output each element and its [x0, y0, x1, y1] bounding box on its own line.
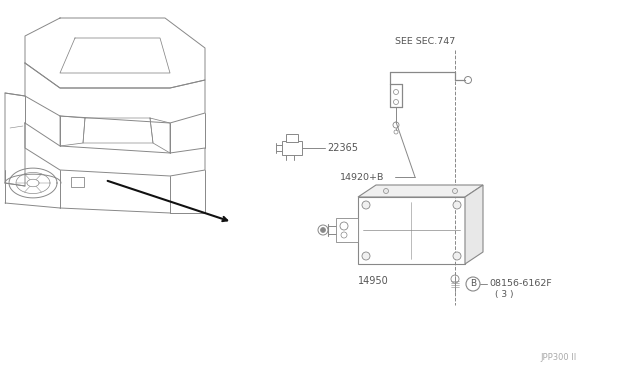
- Bar: [286, 134, 298, 142]
- Polygon shape: [465, 185, 483, 264]
- Circle shape: [465, 77, 472, 83]
- Circle shape: [321, 228, 326, 232]
- Circle shape: [394, 130, 398, 134]
- Text: 14920+B: 14920+B: [340, 173, 385, 182]
- Circle shape: [362, 252, 370, 260]
- Text: JPP300 II: JPP300 II: [540, 353, 576, 362]
- Text: ( 3 ): ( 3 ): [495, 291, 513, 299]
- Circle shape: [451, 275, 459, 283]
- Text: SEE SEC.747: SEE SEC.747: [395, 38, 455, 46]
- Bar: [358, 197, 465, 264]
- Text: 14950: 14950: [358, 276, 388, 286]
- Text: B: B: [470, 279, 476, 289]
- Circle shape: [394, 90, 399, 94]
- Bar: [282, 141, 302, 155]
- Circle shape: [340, 222, 348, 230]
- Text: 08156-6162F: 08156-6162F: [489, 279, 552, 289]
- Circle shape: [362, 201, 370, 209]
- Bar: [336, 218, 358, 242]
- Circle shape: [383, 189, 388, 193]
- Circle shape: [466, 277, 480, 291]
- Circle shape: [394, 99, 399, 105]
- Circle shape: [393, 122, 399, 128]
- Circle shape: [453, 201, 461, 209]
- Text: 22365: 22365: [327, 143, 358, 153]
- Polygon shape: [358, 185, 483, 197]
- Circle shape: [452, 189, 458, 193]
- Circle shape: [453, 252, 461, 260]
- Circle shape: [318, 225, 328, 235]
- Circle shape: [341, 232, 347, 238]
- Bar: [71, 177, 84, 187]
